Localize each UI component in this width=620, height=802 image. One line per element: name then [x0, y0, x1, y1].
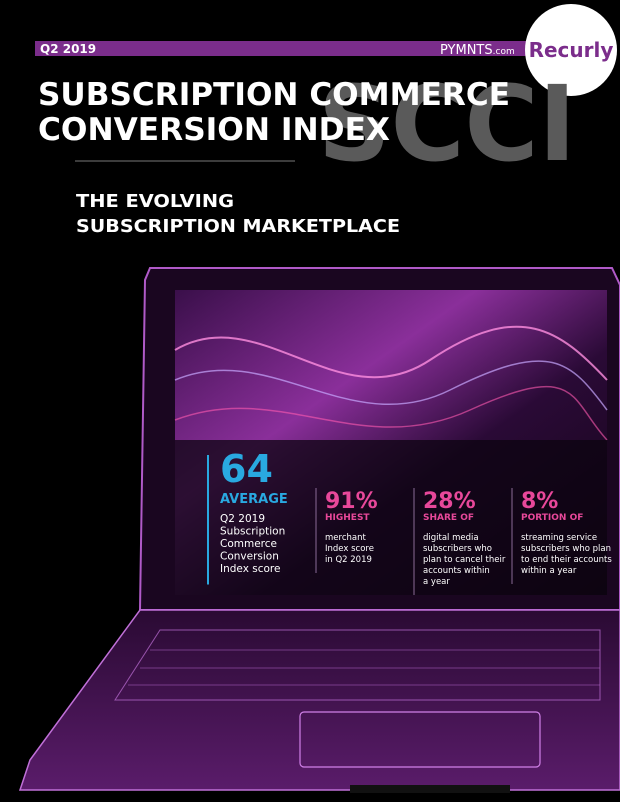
- stat-value: 91%: [325, 489, 378, 514]
- brand-suffix: .com: [493, 47, 515, 57]
- title-line: CONVERSION INDEX: [38, 112, 390, 148]
- partner-logo: Recurly: [529, 38, 614, 62]
- stat-description: Index score: [325, 544, 374, 554]
- stat-description: plan to cancel their: [423, 555, 506, 565]
- keyboard: [114, 629, 601, 701]
- stat-label: SHARE OF: [423, 513, 474, 523]
- stat-label: PORTION OF: [521, 513, 583, 523]
- header-bar: [35, 41, 530, 56]
- screen-shade: [175, 440, 607, 595]
- stat-description: Commerce: [220, 538, 277, 550]
- hinge: [350, 785, 510, 793]
- stat-description: subscribers who plan: [521, 544, 611, 554]
- subtitle-line: SUBSCRIPTION MARKETPLACE: [76, 216, 400, 237]
- screen-wave: [174, 325, 608, 381]
- stat-description: merchant: [325, 533, 366, 543]
- stat-description: Q2 2019: [220, 513, 265, 525]
- watermark: SCCI: [318, 63, 576, 185]
- screen-wave: [174, 385, 608, 441]
- stat-description: a year: [423, 577, 450, 587]
- stat-description: Subscription: [220, 526, 285, 538]
- quarter: Q2 2019: [40, 42, 96, 56]
- stat-description: subscribers who: [423, 544, 492, 554]
- brand-name: PYMNTS: [440, 43, 493, 58]
- stat-description: in Q2 2019: [325, 555, 372, 565]
- stat-value: 64: [220, 447, 273, 491]
- stat-description: to end their accounts: [521, 555, 612, 565]
- stat-description: within a year: [521, 566, 577, 576]
- stat-description: Index score: [220, 563, 280, 575]
- screen-wave: [174, 360, 608, 411]
- subtitle-line: THE EVOLVING: [76, 191, 234, 212]
- stat-label: AVERAGE: [220, 492, 288, 507]
- stat-description: streaming service: [521, 533, 597, 543]
- trackpad: [299, 711, 541, 768]
- stat-value: 28%: [423, 489, 476, 514]
- stat-description: digital media: [423, 533, 479, 543]
- keyboard-rows: [128, 649, 600, 686]
- stat-value: 8%: [521, 489, 558, 514]
- stat-label: HIGHEST: [325, 513, 370, 523]
- stat-description: Conversion: [220, 551, 279, 563]
- stat-description: accounts within: [423, 566, 490, 576]
- title-line: SUBSCRIPTION COMMERCE: [38, 77, 510, 113]
- brand: PYMNTS.com: [440, 43, 515, 58]
- partner-badge: [525, 4, 617, 96]
